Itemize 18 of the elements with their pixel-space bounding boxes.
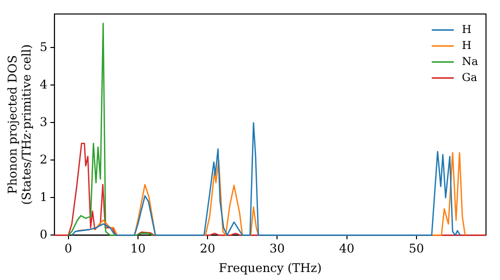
- x-tick-label: 0: [64, 242, 72, 256]
- y-axis-title: Phonon projected DOS (States/THz·primitive cell): [5, 44, 34, 205]
- x-tick-label: 40: [339, 242, 354, 256]
- y-tick-label: 4: [40, 77, 48, 92]
- x-tick-label: 20: [200, 242, 216, 256]
- legend-label: H: [462, 38, 472, 52]
- x-tick-label: 30: [270, 242, 285, 256]
- x-tick-label: 10: [130, 242, 146, 256]
- legend-label: Na: [462, 54, 478, 68]
- y-tick-label: 2: [40, 152, 48, 166]
- y-tick-label: 3: [40, 114, 48, 129]
- legend-label: Ga: [462, 70, 478, 84]
- y-tick-label: 1: [40, 190, 48, 204]
- legend-label: H: [462, 22, 472, 36]
- y-tick-label: 5: [40, 40, 48, 54]
- x-axis-title: Frequency (THz): [218, 260, 322, 275]
- x-tick-label: 50: [408, 242, 424, 256]
- y-tick-label: 0: [40, 227, 48, 242]
